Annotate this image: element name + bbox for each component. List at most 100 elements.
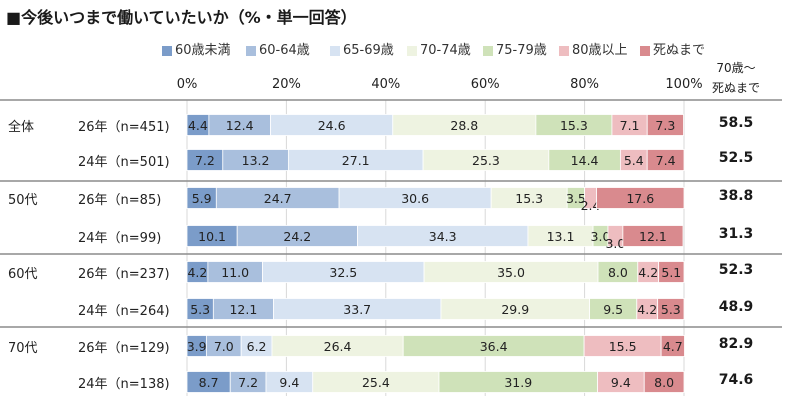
data-label: 7.4 bbox=[656, 153, 676, 168]
data-label: 10.1 bbox=[198, 229, 226, 244]
total-value: 31.3 bbox=[718, 226, 754, 242]
data-label: 8.7 bbox=[199, 375, 219, 390]
bar-segment bbox=[596, 187, 685, 209]
data-label: 4.2 bbox=[637, 302, 657, 317]
data-label: 25.3 bbox=[472, 153, 500, 168]
data-label: 2.4 bbox=[581, 198, 601, 213]
row-label: 24年（n=138) bbox=[78, 377, 170, 392]
legend-label: 70-74歳 bbox=[420, 43, 471, 58]
data-label: 11.0 bbox=[221, 265, 249, 280]
data-label: 15.3 bbox=[560, 118, 588, 133]
legend-swatch bbox=[246, 46, 256, 56]
data-label: 12.1 bbox=[639, 229, 667, 244]
data-label: 29.9 bbox=[501, 302, 529, 317]
data-label: 34.3 bbox=[429, 229, 457, 244]
group-label: 全体 bbox=[8, 120, 35, 135]
x-tick-label: 0% bbox=[176, 77, 198, 92]
data-label: 36.4 bbox=[480, 339, 508, 354]
x-tick-label: 20% bbox=[271, 77, 301, 92]
bar-segment bbox=[643, 371, 685, 393]
data-label: 8.0 bbox=[654, 375, 674, 390]
bar-segment bbox=[622, 225, 684, 247]
data-label: 12.4 bbox=[226, 118, 254, 133]
bar-segment bbox=[646, 114, 684, 136]
data-label: 33.7 bbox=[343, 302, 371, 317]
x-tick-label: 40% bbox=[371, 77, 401, 92]
bar-segment bbox=[660, 335, 685, 357]
right-column-header: 70歳～ 死ぬまで bbox=[703, 58, 769, 98]
data-label: 5.3 bbox=[190, 302, 210, 317]
legend-swatch bbox=[640, 46, 650, 56]
data-label: 17.6 bbox=[626, 191, 654, 206]
x-tick-label: 80% bbox=[570, 77, 600, 92]
data-label: 5.1 bbox=[661, 265, 681, 280]
row-label: 26年（n=85) bbox=[78, 193, 162, 208]
total-value: 38.8 bbox=[718, 188, 754, 204]
data-label: 8.0 bbox=[608, 265, 628, 280]
data-label: 35.0 bbox=[497, 265, 525, 280]
legend-swatch bbox=[483, 46, 493, 56]
data-label: 3.0 bbox=[605, 236, 625, 251]
legend-label: 75-79歳 bbox=[496, 43, 547, 58]
total-value: 52.3 bbox=[718, 262, 754, 278]
data-label: 13.1 bbox=[547, 229, 575, 244]
total-value: 48.9 bbox=[718, 299, 754, 315]
data-label: 7.3 bbox=[655, 118, 675, 133]
data-label: 5.9 bbox=[192, 191, 212, 206]
total-value: 52.5 bbox=[718, 150, 754, 166]
legend-label: 80歳以上 bbox=[572, 43, 628, 58]
data-label: 9.4 bbox=[279, 375, 299, 390]
row-label: 24年（n=264) bbox=[78, 304, 170, 319]
data-label: 14.4 bbox=[571, 153, 599, 168]
data-label: 32.5 bbox=[329, 265, 357, 280]
data-label: 4.7 bbox=[663, 339, 683, 354]
legend-swatch bbox=[407, 46, 417, 56]
data-label: 24.7 bbox=[264, 191, 292, 206]
data-label: 6.2 bbox=[247, 339, 267, 354]
data-label: 24.2 bbox=[283, 229, 311, 244]
total-value: 58.5 bbox=[718, 115, 754, 131]
data-label: 25.4 bbox=[362, 375, 390, 390]
data-label: 13.2 bbox=[242, 153, 270, 168]
data-label: 9.4 bbox=[611, 375, 631, 390]
x-tick-label: 100% bbox=[665, 77, 703, 92]
group-label: 50代 bbox=[8, 193, 38, 208]
total-value: 82.9 bbox=[718, 336, 754, 352]
row-label: 24年（n=99) bbox=[78, 231, 162, 246]
data-label: 26.4 bbox=[324, 339, 352, 354]
data-label: 4.2 bbox=[187, 265, 207, 280]
data-label: 7.2 bbox=[238, 375, 258, 390]
data-label: 3.0 bbox=[591, 229, 611, 244]
data-label: 7.0 bbox=[214, 339, 234, 354]
data-label: 31.9 bbox=[504, 375, 532, 390]
data-label: 5.4 bbox=[624, 153, 644, 168]
total-value: 74.6 bbox=[718, 372, 754, 388]
group-label: 60代 bbox=[8, 267, 38, 282]
x-tick-label: 60% bbox=[470, 77, 500, 92]
data-label: 7.2 bbox=[195, 153, 215, 168]
data-label: 9.5 bbox=[603, 302, 623, 317]
data-label: 27.1 bbox=[342, 153, 370, 168]
data-label: 5.3 bbox=[661, 302, 681, 317]
data-label: 4.4 bbox=[188, 118, 208, 133]
data-label: 7.1 bbox=[620, 118, 640, 133]
row-label: 24年（n=501) bbox=[78, 155, 170, 170]
data-label: 12.1 bbox=[229, 302, 257, 317]
legend-label: 死ぬまで bbox=[653, 43, 706, 58]
bar-segment bbox=[658, 261, 685, 283]
legend-label: 60-64歳 bbox=[259, 43, 310, 58]
data-label: 15.3 bbox=[515, 191, 543, 206]
row-label: 26年（n=451) bbox=[78, 120, 170, 135]
data-label: 28.8 bbox=[450, 118, 478, 133]
row-label: 26年（n=237) bbox=[78, 267, 170, 282]
legend-label: 60歳未満 bbox=[175, 43, 231, 58]
bar-segment bbox=[646, 149, 685, 171]
data-label: 3.9 bbox=[187, 339, 207, 354]
data-label: 30.6 bbox=[401, 191, 429, 206]
data-label: 3.5 bbox=[566, 191, 586, 206]
right-header-line-2: 死ぬまで bbox=[711, 81, 760, 95]
row-label: 26年（n=129) bbox=[78, 341, 170, 356]
data-label: 4.2 bbox=[638, 265, 658, 280]
chart-title: ■今後いつまで働いていたいか（%・単一回答） bbox=[6, 8, 357, 27]
